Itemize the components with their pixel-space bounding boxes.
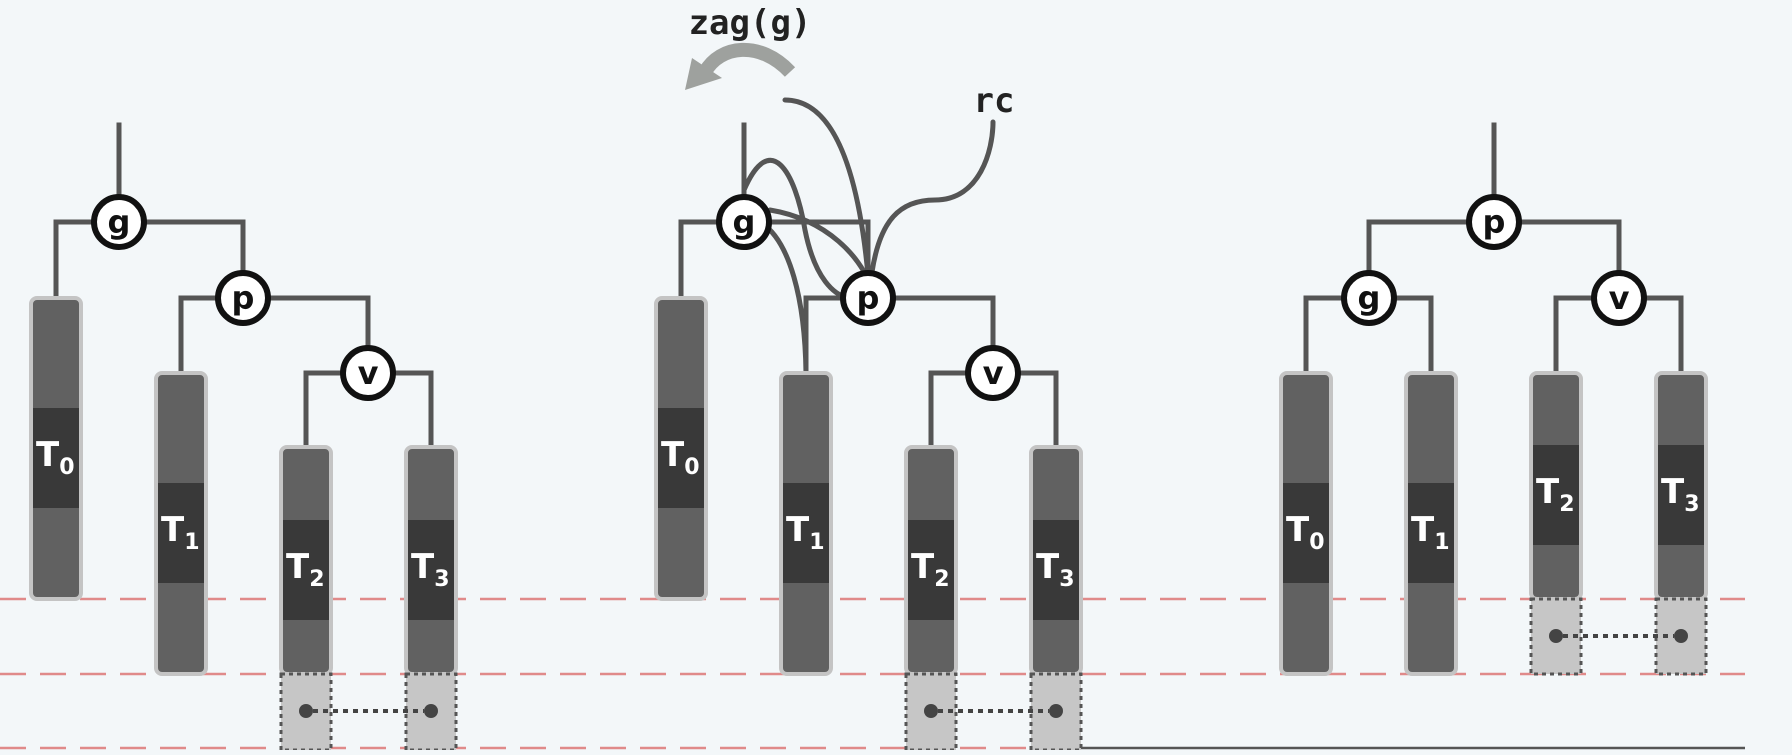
subtree-t3-during: T3 — [1029, 445, 1083, 676]
node-v-after-label: v — [1609, 279, 1630, 317]
placeholders-after — [1529, 597, 1708, 676]
node-v-after: v — [1591, 270, 1647, 326]
subtree-t0-before: T0 — [29, 296, 83, 601]
subtree-t1-during-name: T — [786, 510, 810, 550]
subtree-t0-after-name: T — [1286, 510, 1310, 550]
subtree-t2-after-sub: 2 — [1559, 492, 1574, 517]
node-g-before: g — [91, 194, 147, 250]
node-p-after-label: p — [1483, 203, 1506, 241]
subtree-t1-during: T1 — [779, 371, 833, 676]
panel-after: T0 T1 T2 T3 p g — [1279, 122, 1708, 676]
svg-text:T0: T0 — [661, 435, 700, 480]
node-g-during: g — [716, 194, 772, 250]
node-g-before-label: g — [108, 203, 131, 241]
node-v-before: v — [340, 345, 396, 401]
rotate-left-arrow-icon — [685, 42, 796, 90]
subtree-t1-during-sub: 1 — [809, 530, 824, 555]
subtree-t2-before: T2 — [279, 445, 333, 676]
operation-label: zag(g) — [689, 3, 812, 43]
subtree-t2-during-sub: 2 — [934, 567, 949, 592]
node-p-before-label: p — [232, 279, 255, 317]
svg-text:T2: T2 — [1536, 472, 1575, 517]
subtree-t1-after: T1 — [1404, 371, 1458, 676]
subtree-t2-during: T2 — [904, 445, 958, 676]
subtree-t3-after: T3 — [1654, 371, 1708, 601]
subtree-t1-after-name: T — [1411, 510, 1435, 550]
subtree-t0-before-sub: 0 — [59, 455, 74, 480]
subtree-t2-before-name: T — [286, 547, 310, 587]
svg-text:T2: T2 — [286, 547, 325, 592]
svg-text:T2: T2 — [911, 547, 950, 592]
subtree-t3-during-sub: 3 — [1059, 567, 1074, 592]
node-v-during-label: v — [983, 354, 1004, 392]
subtree-t0-after: T0 — [1279, 371, 1333, 676]
subtree-t3-before-sub: 3 — [434, 567, 449, 592]
subtree-t2-after: T2 — [1529, 371, 1583, 601]
node-g-after-label: g — [1358, 279, 1381, 317]
node-v-before-label: v — [358, 354, 379, 392]
placeholders-during — [904, 672, 1083, 752]
subtree-t1-before-sub: 1 — [184, 530, 199, 555]
svg-text:T1: T1 — [786, 510, 825, 555]
subtree-t0-during-sub: 0 — [684, 455, 699, 480]
level-guides — [0, 597, 1745, 750]
subtree-t1-before: T1 — [154, 371, 208, 676]
subtree-t0-before-name: T — [36, 435, 60, 475]
subtree-t3-before: T3 — [404, 445, 458, 676]
svg-text:T3: T3 — [411, 547, 450, 592]
svg-text:T3: T3 — [1661, 472, 1700, 517]
subtree-t2-during-name: T — [911, 547, 935, 587]
subtree-t0-during: T0 — [654, 296, 708, 601]
node-g-after: g — [1341, 270, 1397, 326]
subtree-t0-after-sub: 0 — [1309, 530, 1324, 555]
panel-during: T0 T1 T2 T3 g p — [654, 3, 1083, 752]
subtree-t1-before-name: T — [161, 510, 185, 550]
subtree-t0-during-name: T — [661, 435, 685, 475]
subtree-t1-after-sub: 1 — [1434, 530, 1449, 555]
node-g-during-label: g — [733, 203, 756, 241]
placeholders-before — [279, 672, 458, 752]
subtree-t3-during-name: T — [1036, 547, 1060, 587]
panel-before: T0 T1 T2 T3 g p — [29, 122, 458, 752]
svg-text:T1: T1 — [1411, 510, 1450, 555]
subtree-t2-before-sub: 2 — [309, 567, 324, 592]
node-p-during: p — [840, 270, 896, 326]
svg-text:T0: T0 — [36, 435, 75, 480]
node-p-before: p — [215, 270, 271, 326]
node-p-after: p — [1466, 194, 1522, 250]
svg-text:T1: T1 — [161, 510, 200, 555]
pointer-label: rc — [974, 81, 1015, 121]
node-v-during: v — [965, 345, 1021, 401]
subtree-t3-after-sub: 3 — [1684, 492, 1699, 517]
subtree-t2-after-name: T — [1536, 472, 1560, 512]
svg-text:T3: T3 — [1036, 547, 1075, 592]
svg-text:T0: T0 — [1286, 510, 1325, 555]
subtree-t3-after-name: T — [1661, 472, 1685, 512]
subtree-t3-before-name: T — [411, 547, 435, 587]
node-p-during-label: p — [857, 279, 880, 317]
